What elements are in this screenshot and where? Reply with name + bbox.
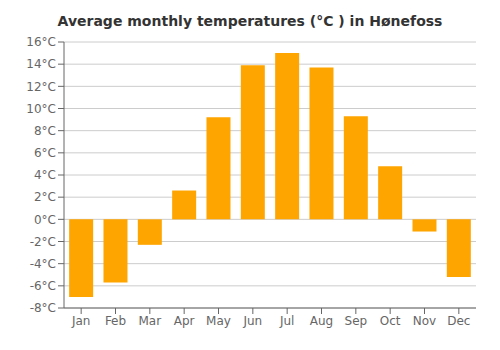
svg-text:Mar: Mar <box>139 314 162 328</box>
svg-text:Jul: Jul <box>279 314 294 328</box>
svg-text:Nov: Nov <box>413 314 436 328</box>
svg-text:10°C: 10°C <box>26 102 56 116</box>
svg-text:Apr: Apr <box>174 314 195 328</box>
svg-text:16°C: 16°C <box>26 35 56 49</box>
svg-text:14°C: 14°C <box>26 57 56 71</box>
svg-text:Dec: Dec <box>447 314 470 328</box>
svg-text:-8°C: -8°C <box>30 301 56 315</box>
svg-text:Jan: Jan <box>71 314 91 328</box>
svg-text:6°C: 6°C <box>34 146 56 160</box>
svg-text:2°C: 2°C <box>34 190 56 204</box>
svg-text:-6°C: -6°C <box>30 279 56 293</box>
svg-text:-4°C: -4°C <box>30 257 56 271</box>
svg-text:0°C: 0°C <box>34 213 56 227</box>
svg-text:Feb: Feb <box>105 314 126 328</box>
svg-text:-2°C: -2°C <box>30 235 56 249</box>
svg-text:12°C: 12°C <box>26 80 56 94</box>
svg-text:Oct: Oct <box>380 314 401 328</box>
html-text:Average monthly temperatures (: Average monthly temperatures (°C ) in Hø… <box>57 13 443 29</box>
svg-text:8°C: 8°C <box>34 124 56 138</box>
svg-text:Aug: Aug <box>310 314 333 328</box>
svg-text:4°C: 4°C <box>34 168 56 182</box>
svg-text:Jun: Jun <box>242 314 262 328</box>
svg-text:Sep: Sep <box>345 314 368 328</box>
svg-text:May: May <box>206 314 231 328</box>
